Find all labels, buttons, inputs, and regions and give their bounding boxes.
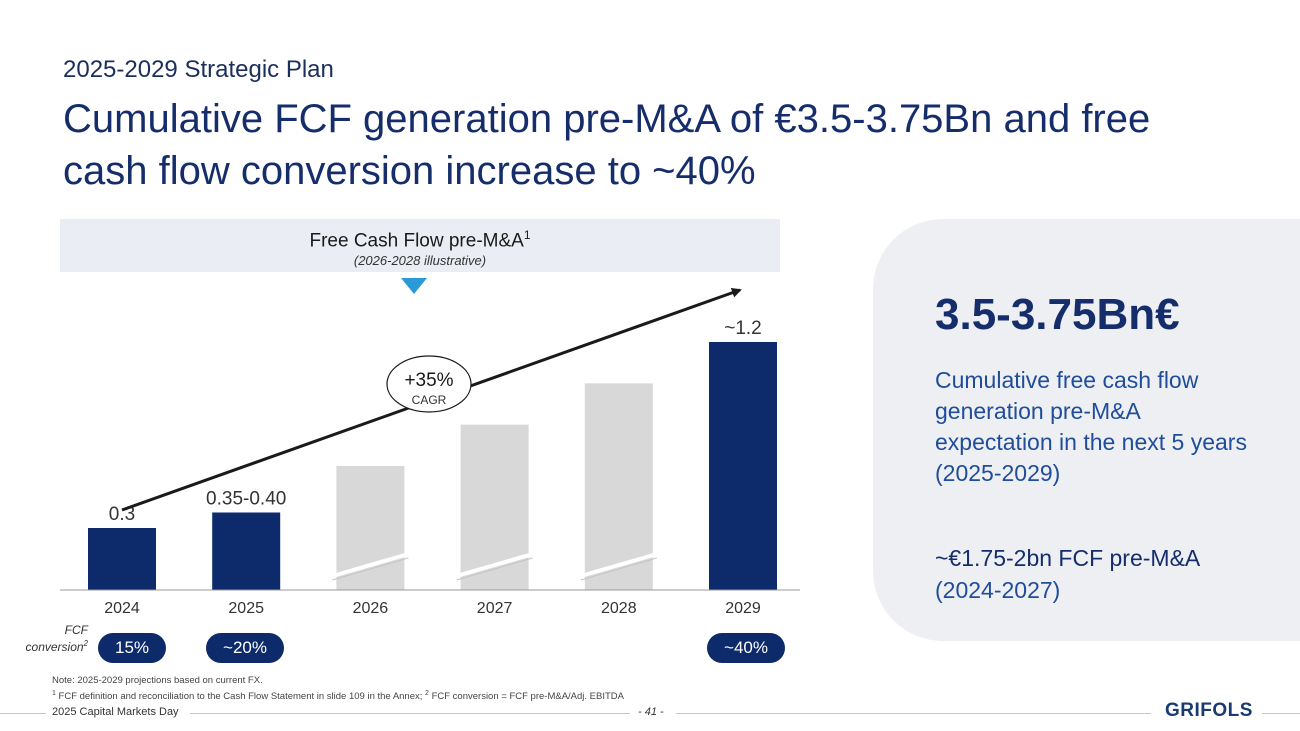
footer-divider-left [0,713,46,714]
cagr-value: +35% [404,370,453,391]
fcf-2024-2027-value: ~€1.75-2bn FCF pre-M&A [935,545,1201,571]
axis-break-line-2027 [456,557,533,581]
plan-subtitle: 2025-2029 Strategic Plan [63,56,334,83]
chart-subtitle: (2026-2028 illustrative) [353,253,487,269]
bar-2028 [584,383,653,590]
footer-event: 2025 Capital Markets Day [52,706,179,718]
data-label-2024: 0.3 [109,504,135,525]
x-tick-2027: 2027 [477,600,513,617]
page-number: - 41 - [638,706,664,718]
grifols-logo: GRIFOLS [1165,700,1253,721]
fcf-2024-2027-period: (2024-2027) [935,577,1061,603]
page-title: Cumulative FCF generation pre-M&A of €3.… [63,97,1151,193]
footnote-line-1: Note: 2025-2029 projections based on cur… [52,675,263,686]
fcf-conversion-pill-2024: 15% [98,633,166,663]
x-tick-2028: 2028 [601,600,637,617]
chart-title: Free Cash Flow pre-M&A1 [309,228,531,252]
chart-header: Free Cash Flow pre-M&A1 (2026-2028 illus… [60,219,780,272]
axis-break-line-2028 [580,557,657,581]
x-tick-2026: 2026 [353,600,389,617]
bar-2024 [88,528,156,590]
footer-divider-right [676,713,1151,714]
cumulative-fcf-description: Cumulative free cash flow generation pre… [935,367,1247,486]
axis-break-2026 [331,552,409,578]
fcf-bar-chart: 0.3 2024 0.35-0.40 2025 2026 2027 2028 ~1.2 2029… [60,287,800,617]
x-tick-2024: 2024 [104,600,140,617]
fcf-conversion-pill-2025: ~20% [206,633,284,663]
footer-divider-end [1262,713,1300,714]
footnotes: Note: 2025-2029 projections based on cur… [52,674,624,703]
pointer-triangle-icon [401,278,427,294]
x-tick-2025: 2025 [228,600,264,617]
bar-2029 [709,342,777,590]
bar-2025 [212,512,281,590]
fcf-conversion-label: FCF conversion2 [25,623,88,654]
cagr-bubble [386,355,472,413]
data-label-2025: 0.35-0.40 [206,489,286,510]
fcf-conversion-pill-2029: ~40% [707,633,785,663]
axis-break-2028 [580,552,658,578]
cagr-label: CAGR [412,393,447,407]
side-panel [873,219,1300,641]
x-tick-2029: 2029 [725,600,761,617]
footer-divider-mid [190,713,630,714]
cumulative-fcf-value: 3.5-3.75Bn€ [935,290,1180,339]
data-label-2029: ~1.2 [724,318,762,339]
footnote-line-2: 1 FCF definition and reconciliation to t… [52,690,624,703]
axis-break-2027 [456,552,534,578]
axis-break-line-2026 [332,557,409,581]
